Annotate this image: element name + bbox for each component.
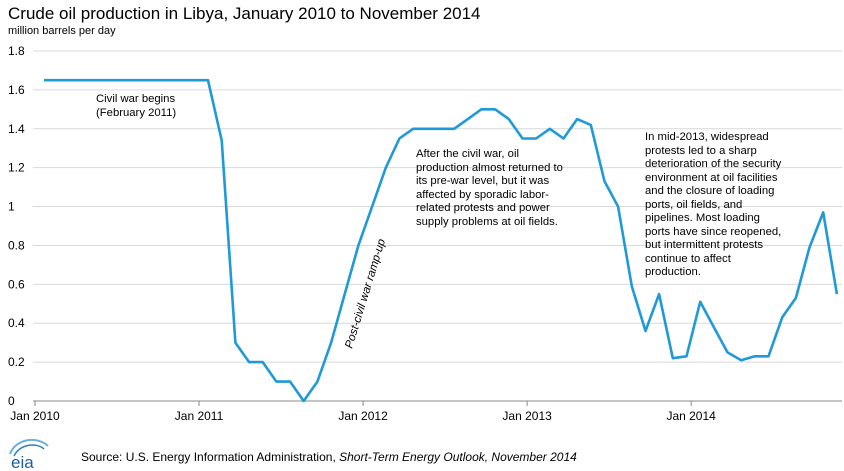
annotation-line: production.: [645, 266, 701, 278]
source-title: Short-Term Energy Outlook, November 2014: [339, 450, 577, 464]
annotation-line: protests led to a sharp: [645, 144, 757, 157]
annotation-line: continue to affect: [645, 252, 731, 265]
annotation-line: supply problems at oil fields.: [416, 215, 558, 228]
annotation-line: ports, oil fields, and: [645, 198, 743, 211]
annotation-line: environment at oil facilities: [645, 171, 778, 184]
annotation-line: and the closure of loading: [645, 185, 775, 197]
annotation-line: affected by sporadic labor-: [416, 188, 549, 201]
series-layer: [44, 78, 839, 403]
y-tick-label: 1.6: [8, 83, 25, 97]
y-tick-label: 0.4: [8, 316, 25, 330]
source-prefix: Source: U.S. Energy Information Administ…: [81, 450, 340, 464]
annotation-line: Civil war begins: [96, 93, 176, 105]
y-axis-ticks: 0 0.2 0.4 0.6 0.8 1 1.2 1.4 1.6 1.8: [8, 44, 25, 408]
y-tick-label: 1.4: [8, 122, 25, 136]
series-line: [44, 78, 839, 403]
annotation-after-war: After the civil war, oil production almo…: [416, 148, 563, 229]
svg-text:eia: eia: [11, 453, 34, 470]
annotation-line: its pre-war level, but it was: [416, 175, 550, 187]
source-note: Source: U.S. Energy Information Administ…: [81, 450, 577, 464]
annotation-line: production almost returned to: [416, 161, 563, 174]
y-tick-label: 0.6: [8, 277, 25, 291]
annotation-line: (February 2011): [96, 106, 177, 119]
annotation-line: but intermittent protests: [645, 239, 764, 251]
y-tick-label: 0.2: [8, 355, 25, 369]
annotation-line: pipelines. Most loading: [645, 212, 760, 224]
x-tick-label: Jan 2010: [10, 409, 60, 423]
y-tick-label: 1.2: [8, 161, 25, 175]
eia-logo: eia: [9, 438, 49, 470]
y-axis-label: million barrels per day: [8, 25, 116, 37]
y-tick-label: 0: [8, 394, 15, 408]
annotation-ramp-up: Post-civil war ramp-up: [343, 237, 388, 350]
annotation-line: deterioration of the security: [645, 158, 782, 170]
chart-title: Crude oil production in Libya, January 2…: [8, 4, 481, 23]
annotation-line: After the civil war, oil: [416, 148, 519, 160]
x-tick-label: Jan 2013: [502, 409, 552, 423]
annotation-line: In mid-2013, widespread: [645, 131, 769, 143]
annotation-line: ports have since reopened,: [645, 225, 782, 238]
y-tick-label: 0.8: [8, 238, 25, 252]
x-axis-ticks: Jan 2010 Jan 2011 Jan 2012 Jan 2013 Jan 2014: [10, 401, 716, 423]
annotation-mid-2013: In mid-2013, widespread protests led to …: [645, 131, 781, 280]
x-tick-label: Jan 2011: [175, 409, 224, 423]
y-tick-label: 1: [8, 200, 15, 214]
annotation-line: related protests and power: [416, 202, 550, 214]
x-tick-label: Jan 2012: [338, 409, 388, 423]
x-tick-label: Jan 2014: [666, 409, 716, 423]
y-tick-label: 1.8: [8, 44, 25, 58]
annotation-civil-war: Civil war begins (February 2011): [96, 93, 176, 120]
